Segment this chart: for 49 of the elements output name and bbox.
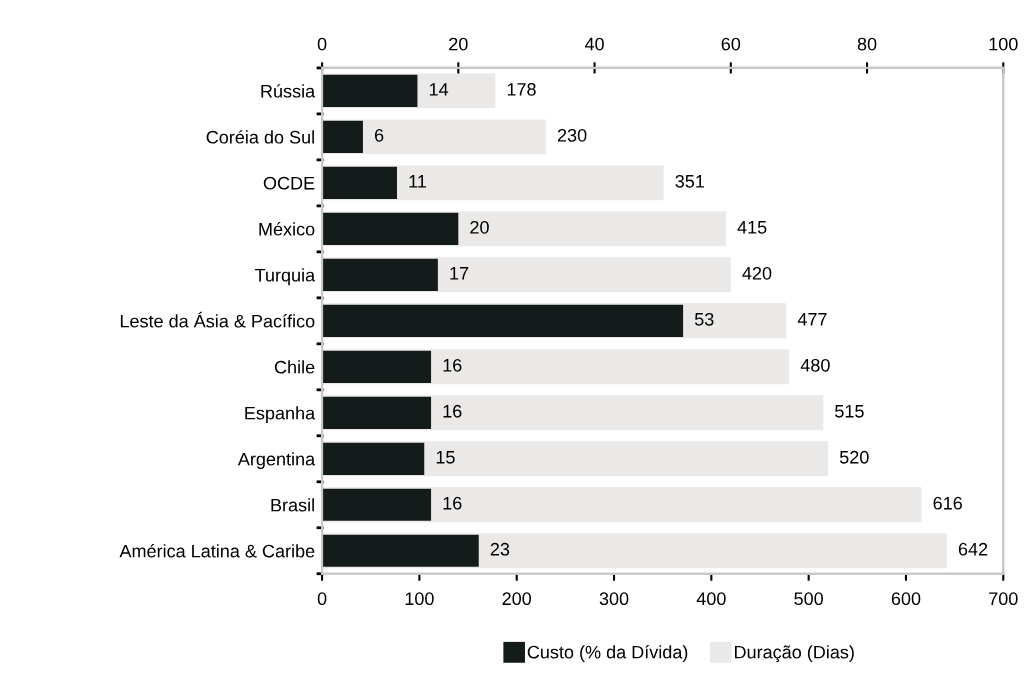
y-tick-label: México bbox=[259, 222, 315, 236]
data-label: 642 bbox=[958, 542, 988, 556]
y-tick-label: Espanha bbox=[245, 406, 316, 424]
data-label: 230 bbox=[557, 128, 587, 142]
x-tick-label: 600 bbox=[891, 592, 921, 606]
data-label: 15 bbox=[436, 451, 455, 464]
data-label: 415 bbox=[737, 221, 767, 234]
legend-label: Duração (Dias) bbox=[735, 645, 854, 663]
y-tick-label: Chile bbox=[274, 360, 315, 374]
y-tick-label: Turquia bbox=[255, 268, 316, 286]
data-label: 480 bbox=[800, 358, 830, 372]
data-label: 23 bbox=[490, 542, 510, 556]
data-label: 477 bbox=[797, 313, 827, 326]
x2-tick-label: 20 bbox=[449, 37, 468, 51]
x-tick-label: 0 bbox=[317, 592, 327, 606]
data-label: 11 bbox=[409, 175, 426, 188]
data-label: 17 bbox=[450, 267, 469, 280]
y-tick-label: Coréia do Sul bbox=[206, 130, 314, 144]
data-label: 351 bbox=[675, 174, 704, 188]
y-tick-label: Brasil bbox=[271, 498, 314, 512]
y-tick-label: Leste da Ásia & Pacífico bbox=[120, 311, 315, 328]
data-label: 6 bbox=[374, 128, 384, 142]
x2-tick-label: 100 bbox=[989, 37, 1018, 51]
x-tick-label: 400 bbox=[696, 592, 726, 606]
data-label: 53 bbox=[694, 312, 714, 326]
data-label: 520 bbox=[839, 450, 869, 464]
x2-tick-label: 80 bbox=[857, 37, 877, 51]
x2-tick-label: 0 bbox=[317, 37, 327, 51]
y-tick-label: OCDE bbox=[263, 176, 315, 190]
x-tick-label: 700 bbox=[989, 592, 1018, 606]
x2-tick-label: 40 bbox=[584, 37, 604, 51]
y-tick-label: América Latina & Caribe bbox=[119, 544, 315, 558]
data-label: 178 bbox=[507, 82, 536, 96]
data-label: 16 bbox=[443, 358, 462, 372]
data-label: 515 bbox=[835, 405, 864, 418]
data-label: 14 bbox=[429, 83, 449, 96]
data-label: 616 bbox=[933, 496, 962, 510]
data-label: 420 bbox=[742, 266, 772, 280]
x-tick-label: 500 bbox=[794, 592, 823, 606]
x-tick-label: 300 bbox=[599, 592, 629, 606]
data-label: 16 bbox=[443, 496, 462, 510]
data-label: 16 bbox=[443, 404, 462, 418]
y-tick-label: Rússia bbox=[261, 84, 316, 98]
x2-tick-label: 60 bbox=[721, 37, 741, 51]
x-tick-label: 200 bbox=[502, 592, 532, 606]
y-tick-label: Argentina bbox=[237, 452, 316, 470]
legend-label: Custo (% da Dívida) bbox=[527, 645, 688, 663]
data-label: 20 bbox=[470, 220, 489, 234]
x-tick-label: 100 bbox=[405, 592, 434, 606]
